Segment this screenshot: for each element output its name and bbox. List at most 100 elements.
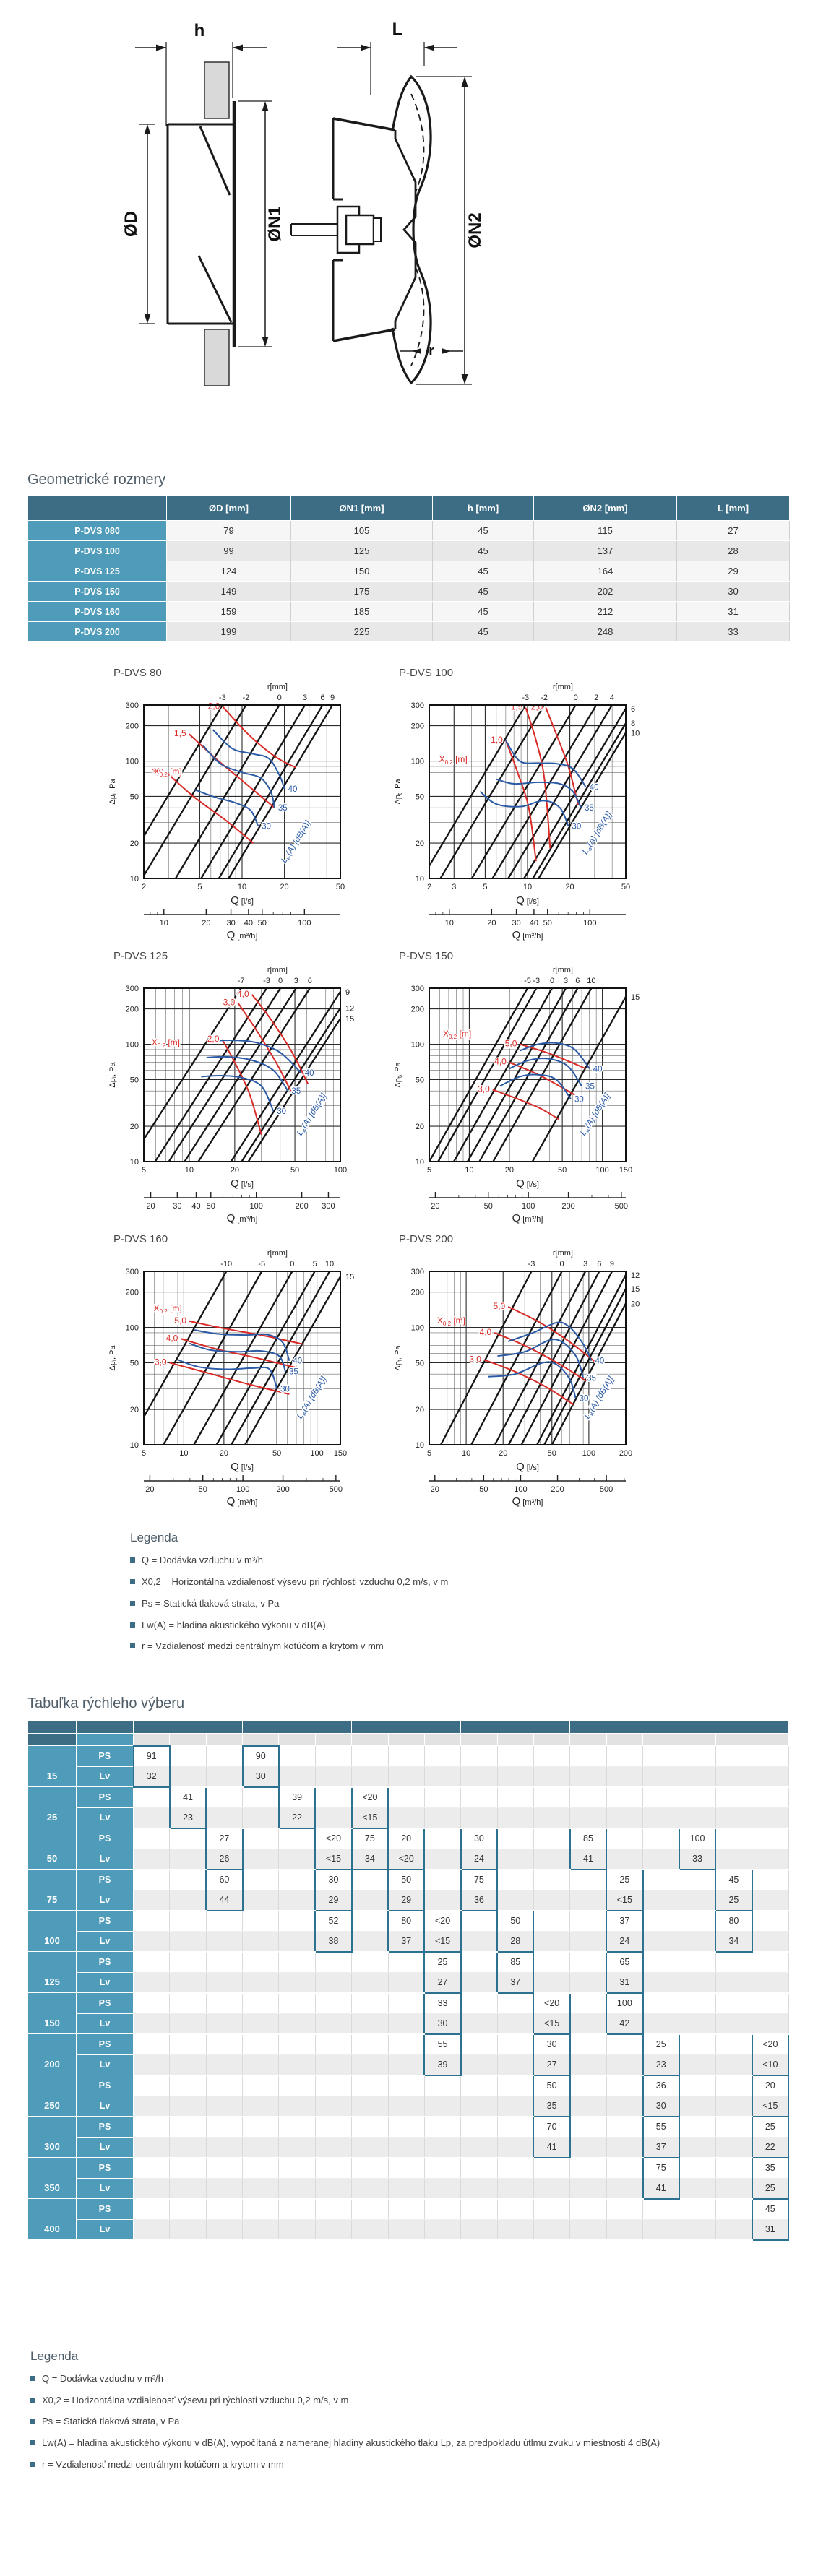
y-tick: 300	[126, 1268, 139, 1276]
table-cell	[679, 2136, 716, 2158]
table-cell	[715, 2198, 753, 2220]
chart-block: P-DVS 200 3,0 4,0 5,0 30 35 40 r[mm] -3 0 3 6 9 12 15 2…	[390, 1233, 676, 1512]
r-tick: 4	[610, 693, 614, 702]
table-row: Lv 41 37 22	[28, 2136, 790, 2158]
x-tick: 10	[465, 1166, 473, 1175]
legend-title: Legenda	[130, 1531, 178, 1544]
x02-annotation: X0.2 [m]	[154, 1303, 182, 1315]
legend-item: Lw(A) = hladina akustického výkonu v dB(…	[130, 1619, 780, 1633]
lw-annotation: Lw(A) [dB(A)]	[296, 1092, 330, 1138]
table-cell: 39	[277, 1786, 317, 1808]
lv-label: Lv	[76, 1765, 134, 1788]
model-name: P-DVS 160	[27, 601, 167, 622]
table-cell	[569, 2136, 607, 2158]
r-tick: 0	[290, 1260, 294, 1268]
lw-value-label: 30	[277, 1107, 286, 1116]
lw-curve	[189, 1342, 286, 1373]
ps-label: PS	[76, 2116, 134, 2138]
table-cell	[387, 2136, 425, 2158]
lw-curve	[479, 790, 569, 826]
table-cell	[351, 1930, 389, 1953]
table-row: Lv 31	[28, 2218, 790, 2241]
lv-label: Lv	[76, 1848, 134, 1870]
table-cell	[423, 2136, 462, 2158]
table-cell	[715, 1786, 753, 1808]
lv-label: Lv	[76, 2095, 134, 2117]
table-cell	[278, 2033, 316, 2055]
x02-value-label: 1,5	[511, 702, 523, 712]
table-cell: 27	[205, 1827, 244, 1849]
x2-tick: 40	[191, 1202, 200, 1211]
table-cell	[569, 2095, 607, 2117]
table-cell	[496, 2013, 534, 2035]
table-cell: 124	[166, 561, 291, 582]
x2-tick: 200	[561, 1202, 574, 1211]
table-cell	[423, 2177, 462, 2200]
y-tick: 300	[126, 701, 139, 710]
table-cell	[387, 2157, 425, 2179]
legend-item-text: r = Vzdialenosť medzi centrálnym kotúčom…	[42, 2459, 284, 2471]
table-cell	[169, 2013, 207, 2035]
table-cell	[387, 2033, 425, 2055]
group-header	[569, 1721, 680, 1734]
r-value-header	[460, 1733, 498, 1747]
table-cell	[752, 1971, 789, 1994]
table-cell	[351, 2177, 389, 2200]
table-cell	[642, 1828, 680, 1849]
lw-value-label: 30	[280, 1385, 290, 1393]
x02-value-label: 5,0	[174, 1315, 186, 1326]
r-tick: 15	[631, 1285, 640, 1294]
y-tick: 10	[416, 1441, 424, 1450]
table-cell	[679, 2013, 716, 2035]
lv-label: Lv	[76, 2136, 134, 2158]
dim-n1-label: ØN1	[265, 206, 285, 241]
r-tick: 3	[564, 977, 568, 985]
y-tick: 100	[411, 1041, 424, 1050]
r-line	[154, 988, 268, 1162]
model-name: P-DVS 100	[27, 540, 167, 561]
lw-value-label: 30	[574, 1096, 584, 1105]
x02-value-label: 4,0	[166, 1333, 178, 1343]
table-cell: 25	[751, 2115, 790, 2138]
table-cell: 80	[715, 1909, 753, 1932]
table-cell: 105	[290, 520, 433, 541]
table-cell	[132, 2095, 171, 2117]
table-cell	[423, 2198, 462, 2220]
table-cell	[169, 1745, 207, 1767]
r-tick: 10	[631, 729, 640, 738]
r-tick: -2	[243, 693, 250, 702]
table-cell	[132, 1828, 171, 1849]
table-cell	[278, 1765, 316, 1788]
qv-value: 50	[27, 1828, 77, 1870]
table-cell	[460, 2177, 498, 2200]
table-cell	[569, 1910, 607, 1932]
table-cell	[679, 2054, 716, 2076]
y-tick: 300	[411, 985, 424, 993]
r-value-header	[679, 1733, 716, 1747]
table-cell	[278, 2157, 316, 2179]
lw-value-label: 35	[585, 804, 594, 813]
lv-label: Lv	[76, 1889, 134, 1911]
table-cell: 50	[387, 1868, 426, 1890]
table-cell	[679, 2075, 716, 2096]
table-cell	[496, 2075, 534, 2096]
table-cell	[569, 1869, 607, 1890]
lw-curve	[194, 789, 259, 826]
table-cell	[387, 1807, 425, 1829]
table-cell: 39	[423, 2054, 462, 2076]
table-cell	[314, 1971, 353, 1994]
table-cell	[351, 1971, 389, 1994]
table-cell	[169, 1971, 207, 1994]
x02-curve	[520, 1043, 586, 1070]
table-cell	[205, 1910, 244, 1932]
table-cell	[205, 2054, 244, 2076]
table-cell: 199	[166, 621, 291, 642]
table-cell	[569, 1971, 607, 1994]
table-cell	[679, 2033, 716, 2055]
table-cell	[679, 2177, 716, 2200]
table-cell	[205, 1951, 244, 1973]
y-tick: 20	[416, 839, 424, 848]
table-cell: 32	[132, 1765, 171, 1788]
y-tick: 10	[130, 1158, 139, 1167]
x2-tick: 200	[276, 1485, 289, 1494]
